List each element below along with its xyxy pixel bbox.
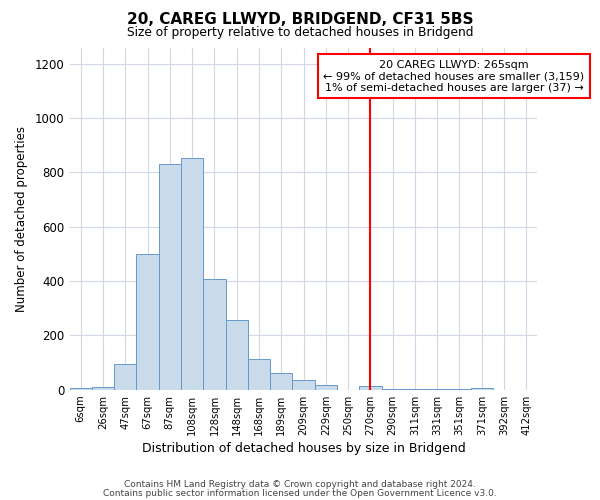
Bar bbox=[92, 387, 114, 390]
Bar bbox=[114, 364, 136, 390]
Text: Contains public sector information licensed under the Open Government Licence v3: Contains public sector information licen… bbox=[103, 488, 497, 498]
Bar bbox=[382, 389, 404, 390]
Bar bbox=[158, 164, 181, 390]
Bar bbox=[448, 389, 470, 390]
X-axis label: Distribution of detached houses by size in Bridgend: Distribution of detached houses by size … bbox=[142, 442, 466, 455]
Bar bbox=[270, 372, 292, 390]
Bar bbox=[226, 320, 248, 390]
Bar bbox=[359, 386, 382, 390]
Text: Contains HM Land Registry data © Crown copyright and database right 2024.: Contains HM Land Registry data © Crown c… bbox=[124, 480, 476, 489]
Bar bbox=[136, 254, 158, 390]
Bar bbox=[203, 279, 226, 390]
Bar bbox=[314, 385, 337, 390]
Text: 20 CAREG LLWYD: 265sqm
← 99% of detached houses are smaller (3,159)
1% of semi-d: 20 CAREG LLWYD: 265sqm ← 99% of detached… bbox=[323, 60, 584, 93]
Bar bbox=[248, 359, 270, 390]
Y-axis label: Number of detached properties: Number of detached properties bbox=[15, 126, 28, 312]
Bar bbox=[70, 388, 92, 390]
Text: 20, CAREG LLWYD, BRIDGEND, CF31 5BS: 20, CAREG LLWYD, BRIDGEND, CF31 5BS bbox=[127, 12, 473, 28]
Text: Size of property relative to detached houses in Bridgend: Size of property relative to detached ho… bbox=[127, 26, 473, 39]
Bar bbox=[292, 380, 314, 390]
Bar bbox=[404, 389, 426, 390]
Bar bbox=[470, 388, 493, 390]
Bar bbox=[181, 158, 203, 390]
Bar bbox=[426, 389, 448, 390]
